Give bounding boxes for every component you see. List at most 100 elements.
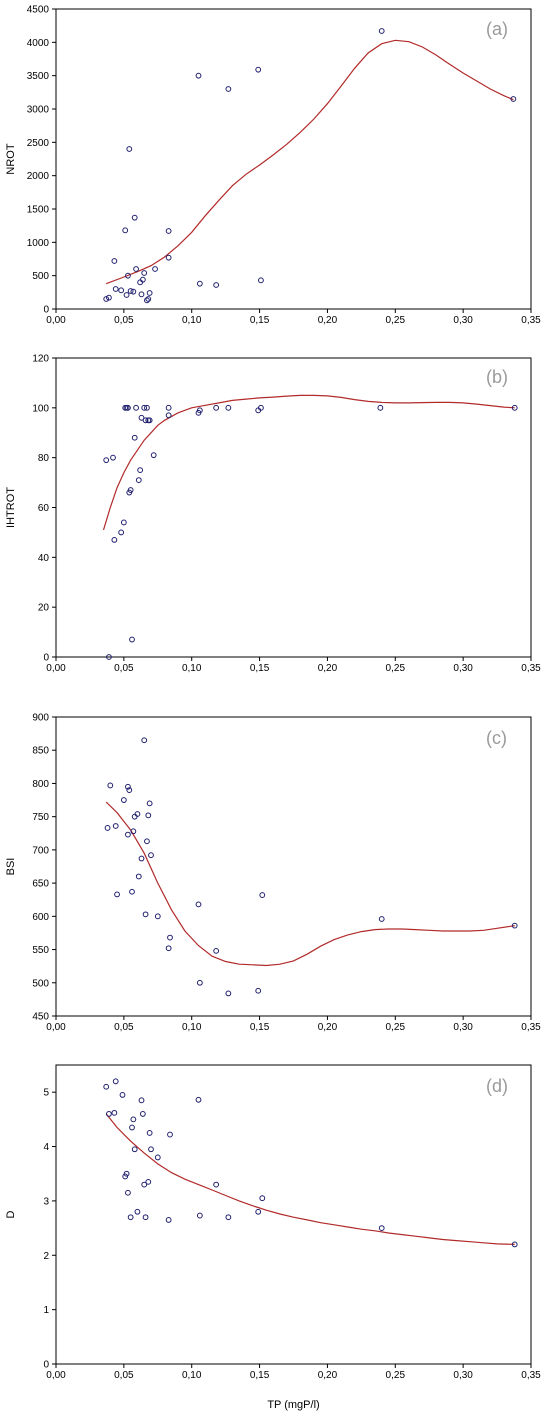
data-point — [127, 288, 134, 294]
panel-label: (d) — [486, 1076, 508, 1096]
data-point — [145, 1178, 152, 1185]
data-point — [125, 404, 131, 411]
data-point — [511, 922, 518, 929]
data-point — [103, 296, 110, 302]
data-point — [130, 1116, 137, 1123]
data-point — [112, 823, 119, 829]
x-tick-label: 0,00 — [46, 1022, 66, 1033]
data-point — [165, 228, 172, 234]
data-point — [225, 86, 232, 92]
data-point — [213, 1181, 220, 1188]
x-axis-label: TP (mgP/l) — [267, 1399, 319, 1411]
data-point — [213, 947, 220, 954]
data-point — [138, 291, 145, 298]
data-point — [167, 934, 173, 941]
y-tick-label: 40 — [38, 553, 50, 564]
data-point — [258, 277, 264, 284]
data-point — [126, 146, 133, 152]
data-point — [145, 296, 152, 302]
x-tick-label: 0,05 — [114, 315, 134, 326]
data-point — [131, 434, 138, 441]
x-tick-label: 0,35 — [521, 315, 541, 326]
data-point — [131, 1146, 138, 1153]
data-point — [259, 892, 266, 898]
data-point — [126, 787, 133, 793]
plot-frame — [55, 8, 532, 310]
data-point — [134, 811, 141, 817]
data-point — [196, 407, 203, 414]
data-point — [137, 467, 144, 474]
y-tick-label: 1500 — [27, 205, 50, 216]
data-point — [213, 282, 220, 288]
y-tick-label: 2 — [43, 1251, 49, 1262]
data-point — [127, 487, 134, 493]
y-tick-label: 750 — [32, 812, 49, 823]
y-tick-label: 60 — [38, 503, 50, 514]
data-point — [118, 287, 125, 294]
data-point — [145, 812, 152, 819]
y-tick-label: 4 — [43, 1142, 49, 1153]
y-tick-label: 100 — [32, 403, 49, 414]
x-tick-label: 0,00 — [46, 663, 66, 674]
data-point — [122, 227, 129, 234]
y-tick-label: 80 — [38, 453, 50, 464]
data-point — [135, 873, 142, 880]
x-tick-label: 0,05 — [114, 1370, 134, 1381]
y-tick-label: 500 — [32, 978, 49, 989]
y-tick-label: 0 — [43, 1360, 49, 1371]
data-point — [138, 1097, 145, 1104]
x-tick-label: 0,25 — [386, 1370, 406, 1381]
y-tick-label: 120 — [32, 354, 49, 365]
data-point — [134, 1208, 141, 1215]
x-tick-label: 0,30 — [453, 1022, 473, 1033]
data-point — [165, 1217, 172, 1223]
data-point — [125, 783, 131, 790]
data-point — [148, 852, 154, 859]
y-tick-label: 500 — [32, 271, 49, 282]
data-point — [225, 1214, 232, 1221]
data-point — [165, 945, 172, 952]
data-point — [141, 737, 148, 744]
plot-frame — [55, 716, 532, 1017]
y-axis-label: BSI — [5, 858, 17, 876]
x-tick-label: 0,20 — [318, 315, 338, 326]
y-tick-label: 3 — [43, 1196, 49, 1207]
chart-panel: 0,00 0,05 0,10 0,15 0,20 0,25 0,30 0,35 450 500 55… — [5, 713, 541, 1034]
data-point — [141, 404, 148, 411]
data-point — [120, 519, 127, 526]
data-point — [196, 979, 203, 986]
panel-label: (b) — [486, 367, 508, 387]
data-point — [165, 404, 172, 411]
x-tick-label: 0,10 — [182, 663, 202, 674]
data-point — [225, 404, 232, 411]
y-axis-label: D — [5, 1210, 17, 1218]
x-tick-label: 0,25 — [386, 315, 406, 326]
x-tick-label: 0,20 — [318, 663, 338, 674]
data-point — [107, 782, 114, 789]
data-point — [146, 417, 153, 424]
data-point — [154, 913, 161, 920]
data-point — [144, 838, 150, 845]
data-point — [103, 457, 110, 464]
x-tick-label: 0,15 — [250, 1370, 270, 1381]
data-point — [106, 294, 112, 301]
data-point — [135, 477, 142, 483]
x-tick-label: 0,00 — [46, 315, 66, 326]
data-point — [167, 1131, 173, 1138]
x-tick-label: 0,15 — [250, 1022, 270, 1033]
data-point — [122, 1173, 129, 1180]
data-point — [141, 270, 148, 276]
y-tick-label: 850 — [32, 746, 49, 757]
y-tick-label: 550 — [32, 945, 49, 956]
chart-panel: 0,00 0,05 0,10 0,15 0,20 0,25 0,30 0,35 0 500 1000… — [5, 5, 541, 327]
data-point — [106, 654, 112, 660]
y-tick-label: 3500 — [27, 71, 50, 82]
data-point — [146, 800, 153, 807]
data-point — [127, 1214, 134, 1221]
y-tick-label: 700 — [32, 845, 49, 856]
data-point — [111, 258, 118, 264]
data-point — [110, 454, 116, 461]
x-tick-label: 0,15 — [250, 663, 270, 674]
y-tick-label: 1000 — [27, 238, 50, 249]
y-tick-label: 800 — [32, 779, 49, 790]
